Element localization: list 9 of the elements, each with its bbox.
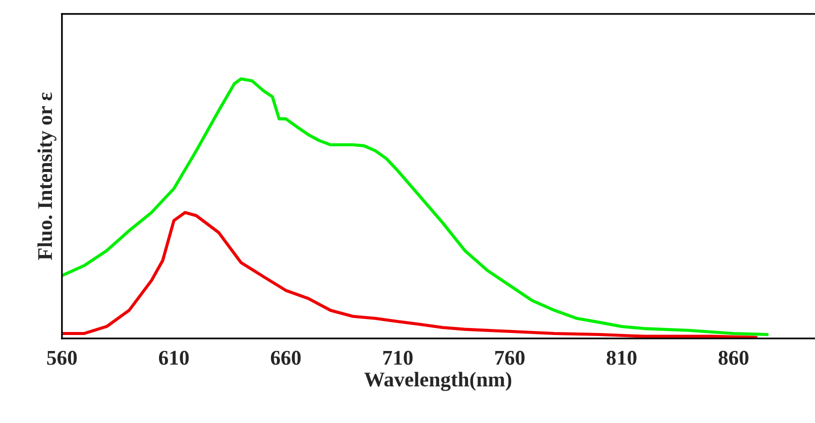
x-tick-label: 610 — [158, 350, 189, 365]
x-tick-label: 660 — [270, 350, 301, 365]
x-tick-label: 810 — [606, 350, 636, 365]
x-axis-title: Wavelength(nm) — [364, 372, 512, 391]
y-axis-title: Fluo. Intensity or ε — [37, 92, 56, 260]
x-tick-label: 710 — [383, 350, 413, 365]
x-tick-label: 860 — [718, 350, 748, 365]
x-tick-label: 760 — [495, 350, 525, 365]
x-tick-label: 560 — [47, 350, 77, 365]
